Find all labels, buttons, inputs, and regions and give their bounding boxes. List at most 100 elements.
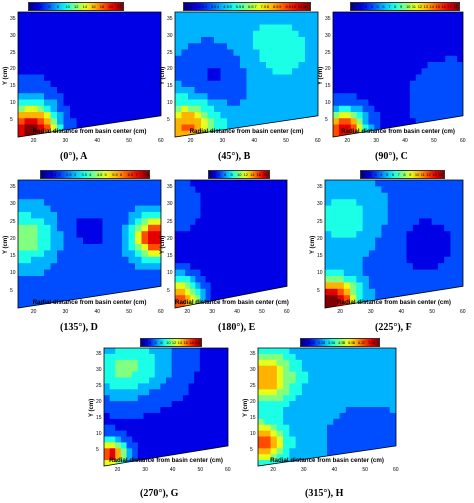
contour-cell	[57, 269, 65, 277]
colorbar-tick-label: 4.5	[223, 4, 229, 9]
contour-cell	[225, 256, 232, 264]
contour-cell	[276, 199, 283, 207]
contour-cell	[236, 237, 242, 245]
contour-cell	[207, 49, 215, 57]
contour-cell	[148, 18, 156, 26]
contour-cell	[419, 263, 426, 271]
contour-cell	[102, 93, 110, 101]
contour-cell	[57, 263, 65, 271]
contour-cell	[343, 282, 351, 290]
contour-cell	[337, 295, 345, 303]
contour-cell	[289, 412, 297, 420]
contour-cell	[444, 282, 452, 290]
contour-cell	[431, 250, 439, 258]
contour-cell	[433, 37, 440, 44]
contour-cell	[240, 12, 248, 19]
contour-cell	[444, 288, 452, 296]
contour-cell	[231, 218, 237, 226]
contour-cell	[220, 37, 228, 44]
contour-cell	[231, 224, 237, 232]
contour-cell	[281, 180, 287, 187]
contour-cell	[149, 395, 156, 402]
contour-cell	[421, 12, 429, 19]
contour-cell	[50, 288, 58, 296]
contour-cell	[311, 80, 318, 88]
contour-cell	[194, 118, 202, 126]
contour-cell	[383, 436, 391, 443]
contour-cell	[392, 30, 399, 38]
contour-cell	[128, 55, 136, 63]
x-tick-label: 50	[126, 138, 132, 144]
contour-cell	[241, 282, 247, 290]
contour-cell	[194, 418, 201, 426]
contour-cell	[305, 55, 313, 63]
contour-cell	[148, 12, 156, 19]
contour-cell	[451, 62, 458, 69]
contour-cell	[253, 105, 261, 113]
contour-cell	[222, 353, 228, 361]
contour-cell	[227, 112, 235, 119]
y-tick-label: 10	[96, 431, 102, 438]
contour-cell	[281, 205, 287, 213]
colorbar-tick-label: 3.5	[328, 340, 334, 345]
colorbar-tick-label: 8	[403, 172, 406, 177]
contour-cell	[207, 99, 215, 107]
contour-cell	[104, 371, 111, 379]
contour-cell	[266, 18, 274, 26]
contour-cell	[182, 424, 190, 432]
contour-cell	[201, 118, 209, 126]
contour-cell	[70, 74, 78, 82]
contour-cell	[343, 237, 351, 245]
contour-cell	[403, 37, 411, 44]
contour-cell	[419, 212, 426, 219]
contour-cell	[427, 62, 435, 69]
contour-cell	[96, 105, 104, 113]
contour-cell	[200, 276, 207, 283]
contour-cell	[415, 99, 423, 107]
contour-cell	[109, 389, 116, 396]
contour-cell	[425, 250, 433, 258]
contour-cell	[227, 43, 235, 51]
contour-cell	[222, 359, 228, 367]
contour-cell	[314, 389, 322, 396]
contour-cell	[350, 269, 357, 277]
contour-cell	[171, 418, 178, 426]
contour-cell	[264, 412, 272, 420]
contour-cell	[96, 212, 104, 219]
contour-cell	[350, 212, 357, 219]
colorbar-tick-label: 18	[189, 340, 194, 345]
contour-cell	[233, 12, 241, 19]
contour-cell	[240, 80, 248, 88]
contour-cell	[276, 231, 283, 239]
contour-cell	[253, 80, 261, 88]
contour-cell	[394, 237, 401, 245]
contour-cell	[433, 87, 440, 94]
contour-cell	[200, 180, 207, 187]
contour-cell	[102, 55, 110, 63]
contour-cell	[285, 118, 293, 126]
contour-cell	[370, 418, 378, 426]
contour-cell	[128, 68, 136, 76]
contour-cell	[433, 24, 440, 32]
contour-cell	[211, 353, 218, 361]
contour-cell	[387, 263, 395, 271]
contour-cell	[109, 205, 117, 213]
contour-cell	[137, 377, 145, 384]
contour-cell	[380, 80, 387, 88]
contour-cell	[63, 192, 71, 200]
contour-cell	[451, 74, 458, 82]
x-tick-label: 60	[158, 138, 164, 144]
contour-cell	[63, 186, 71, 194]
plot-frame	[174, 179, 288, 309]
contour-cell	[437, 244, 445, 251]
contour-cell	[456, 237, 463, 245]
y-tick-label: 35	[250, 351, 256, 358]
contour-cell	[24, 180, 32, 187]
contour-cell	[320, 389, 328, 396]
contour-cell	[143, 401, 150, 408]
contour-cell	[389, 353, 396, 361]
contour-cell	[352, 407, 359, 414]
contour-cell	[70, 55, 78, 63]
contour-cell	[380, 68, 387, 76]
contour-cell	[456, 244, 463, 251]
